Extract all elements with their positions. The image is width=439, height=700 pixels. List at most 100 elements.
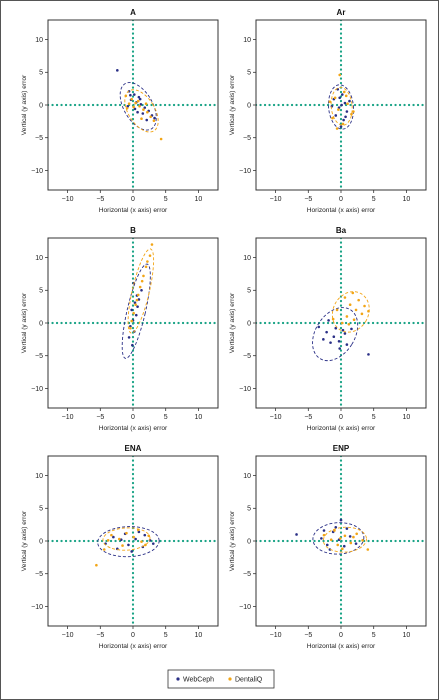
x-tick-label: −5: [96, 196, 104, 203]
x-tick-label: 0: [131, 414, 135, 421]
y-axis-label: Vertical (y axis) error: [21, 74, 28, 135]
data-point-webceph: [334, 525, 338, 529]
data-point-webceph: [345, 343, 349, 346]
data-point-dentaliq: [342, 90, 346, 94]
data-point-webceph: [348, 99, 351, 103]
data-point-dentaliq: [333, 529, 336, 532]
plot-area: [256, 456, 426, 626]
data-point-webceph: [325, 330, 328, 334]
data-point-webceph: [133, 93, 136, 96]
data-point-dentaliq: [333, 96, 337, 100]
data-point-webceph: [341, 328, 345, 332]
data-point-webceph: [339, 518, 343, 522]
x-tick-label: 10: [194, 414, 202, 421]
data-point-dentaliq: [341, 122, 345, 126]
legend: WebCeph DentaliQ: [167, 669, 275, 689]
y-tick-label: −5: [243, 135, 251, 142]
y-tick-label: −10: [31, 604, 43, 611]
legend-label-webceph: WebCeph: [183, 677, 214, 684]
y-axis-label: Vertical (y axis) error: [229, 510, 236, 571]
data-point-webceph: [327, 319, 330, 322]
data-point-dentaliq: [134, 101, 137, 105]
data-point-webceph: [133, 107, 137, 111]
plot-area: [256, 238, 426, 408]
x-axis-label: Horizontal (x axis) error: [307, 425, 376, 432]
data-point-dentaliq: [127, 102, 131, 105]
y-tick-label: −5: [35, 353, 43, 360]
legend-marker-webceph: [176, 677, 180, 681]
data-point-dentaliq: [144, 265, 148, 269]
data-point-webceph: [127, 543, 130, 547]
data-point-dentaliq: [331, 317, 335, 321]
data-point-dentaliq: [125, 531, 128, 535]
data-point-webceph: [126, 105, 130, 108]
data-point-webceph: [337, 340, 341, 343]
data-point-dentaliq: [159, 137, 163, 141]
y-tick-label: 10: [35, 255, 43, 262]
data-point-webceph: [339, 125, 343, 128]
x-tick-label: 0: [339, 196, 343, 203]
data-point-webceph: [133, 301, 137, 305]
data-point-webceph: [348, 535, 352, 538]
x-tick-label: 5: [372, 196, 376, 203]
y-tick-label: 10: [243, 473, 251, 480]
x-tick-label: 5: [164, 196, 168, 203]
y-axis-label: Vertical (y axis) error: [21, 292, 28, 353]
confidence-ellipse-webceph: [328, 84, 354, 130]
data-point-dentaliq: [148, 254, 152, 257]
panel-title: Ar: [337, 8, 346, 17]
data-point-dentaliq: [125, 106, 129, 110]
data-point-dentaliq: [140, 117, 143, 121]
x-tick-label: 5: [164, 414, 168, 421]
legend-frame: [167, 669, 275, 689]
data-point-dentaliq: [357, 298, 360, 302]
x-tick-label: −10: [62, 414, 74, 421]
y-axis-label: Vertical (y axis) error: [229, 292, 236, 353]
y-tick-label: 10: [243, 37, 251, 44]
data-point-webceph: [151, 542, 155, 545]
x-tick-label: 5: [372, 414, 376, 421]
x-tick-label: −10: [62, 196, 74, 203]
data-point-webceph: [141, 112, 145, 115]
legend-marker-dentaliq: [228, 677, 232, 681]
y-tick-label: −10: [239, 386, 251, 393]
data-point-webceph: [329, 341, 332, 344]
data-point-dentaliq: [136, 528, 140, 532]
data-point-dentaliq: [146, 260, 149, 263]
data-point-webceph: [332, 335, 336, 339]
data-point-dentaliq: [355, 532, 358, 536]
x-axis-label: Horizontal (x axis) error: [99, 207, 168, 214]
data-point-webceph: [116, 69, 119, 72]
data-point-dentaliq: [361, 539, 364, 542]
data-point-webceph: [136, 305, 139, 308]
data-point-dentaliq: [110, 533, 113, 537]
data-point-dentaliq: [138, 105, 141, 108]
confidence-ellipse-webceph: [312, 307, 359, 362]
data-point-dentaliq: [140, 279, 144, 283]
x-tick-label: −10: [270, 632, 282, 639]
x-tick-label: 10: [194, 196, 202, 203]
y-tick-label: 0: [247, 102, 251, 109]
data-point-webceph: [137, 530, 141, 534]
data-point-dentaliq: [124, 94, 128, 98]
y-tick-label: −10: [31, 386, 43, 393]
panel-ba: Ba −10 −5 0 5 10 −10 −5 0 5 10 Horizontal (x axis) …: [229, 226, 427, 432]
panel-ena: ENA −10 −5 0 5 10 −10 −5 0 5 10 Horizontal (x axis)…: [21, 444, 219, 650]
panel-title: ENP: [333, 444, 350, 453]
data-point-dentaliq: [338, 73, 341, 77]
y-tick-label: 5: [39, 70, 43, 77]
y-tick-label: −5: [243, 571, 251, 578]
data-point-dentaliq: [344, 94, 348, 98]
plot-area: [48, 238, 218, 408]
x-tick-label: 10: [402, 632, 410, 639]
data-point-webceph: [343, 101, 347, 105]
confidence-ellipse-dentaliq: [102, 527, 151, 551]
data-point-webceph: [137, 298, 141, 301]
y-tick-label: 5: [247, 288, 251, 295]
data-point-dentaliq: [130, 319, 133, 323]
data-point-dentaliq: [132, 311, 135, 315]
data-point-webceph: [322, 529, 326, 532]
data-point-webceph: [322, 338, 325, 341]
data-point-dentaliq: [142, 274, 145, 278]
data-point-dentaliq: [363, 304, 366, 308]
